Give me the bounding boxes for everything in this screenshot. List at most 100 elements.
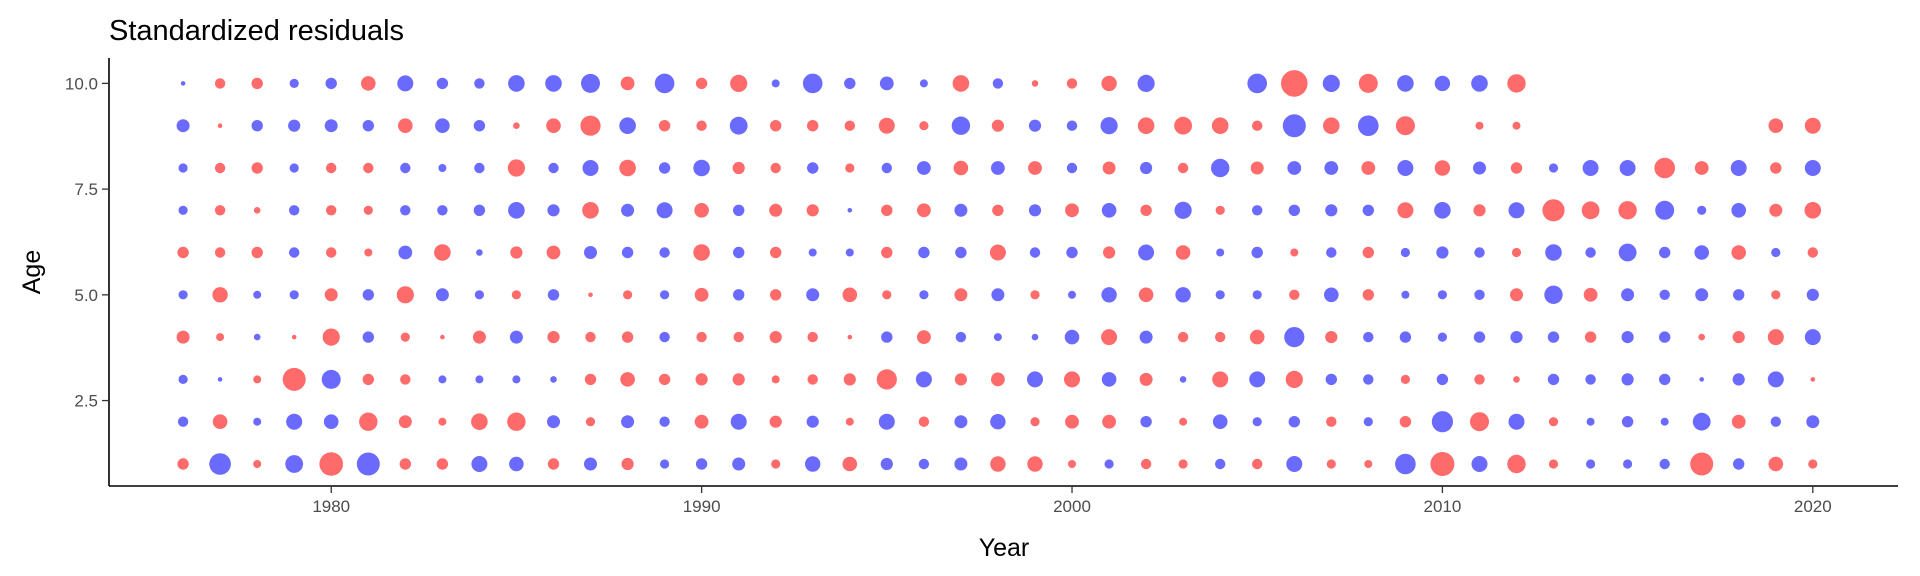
residual-bubble	[435, 288, 449, 302]
residual-bubble	[1545, 244, 1562, 261]
residual-bubble	[807, 374, 818, 385]
residual-bubble	[1326, 247, 1337, 258]
residual-bubble	[326, 247, 337, 258]
residual-bubble	[214, 162, 226, 174]
residual-bubble	[1325, 204, 1338, 217]
residual-bubble	[951, 116, 971, 135]
x-axis-ticks: 1980 1990 2000 2010 2020	[312, 486, 1832, 516]
residual-bubble	[1252, 205, 1263, 216]
residual-bubble	[1618, 243, 1637, 262]
chart-title: Standardized residuals	[109, 15, 404, 47]
residual-bubble	[398, 118, 413, 133]
residual-bubble	[1698, 333, 1705, 341]
residual-bubble	[475, 375, 484, 384]
residual-bubble	[1659, 331, 1671, 343]
residual-bubble	[954, 203, 968, 217]
residual-bubble	[1101, 287, 1117, 303]
residual-bubble	[992, 78, 1004, 89]
residual-bubble	[659, 247, 670, 258]
y-tick-label: 10.0	[65, 74, 98, 93]
residual-bubble	[1101, 203, 1117, 218]
residual-bubble	[842, 456, 858, 472]
residual-bubble	[1286, 456, 1303, 472]
residual-bubble	[1513, 376, 1520, 383]
residual-bubble	[509, 330, 523, 344]
residual-bubble	[588, 292, 593, 298]
residual-bubble	[288, 119, 301, 132]
residual-bubble	[476, 249, 483, 256]
residual-bubble	[1281, 70, 1308, 97]
residual-bubble	[955, 246, 967, 259]
residual-bubble	[918, 458, 930, 470]
residual-bubble	[585, 417, 596, 427]
residual-bubble	[1028, 204, 1042, 217]
residual-bubble	[693, 159, 710, 177]
residual-bubble	[919, 121, 929, 131]
residual-bubble	[1475, 121, 1484, 130]
residual-bubble	[1621, 373, 1634, 386]
residual-bubble	[400, 205, 411, 216]
residual-bubble	[695, 458, 708, 470]
residual-bubble	[1470, 412, 1489, 432]
residual-bubble	[696, 120, 707, 131]
residual-bubble	[1212, 371, 1229, 388]
residual-bubble	[1431, 411, 1453, 433]
residual-bubble	[508, 75, 525, 92]
residual-bubble	[1660, 417, 1669, 426]
residual-bubble	[1659, 373, 1671, 386]
residual-bubble	[1769, 203, 1783, 217]
residual-bubble	[1100, 117, 1118, 135]
residual-bubble	[658, 120, 671, 132]
residual-bubble	[400, 374, 411, 385]
residual-bubble	[1655, 200, 1675, 220]
residual-bubble	[1249, 329, 1265, 345]
residual-bubble	[1325, 331, 1338, 344]
residual-bubble	[251, 246, 263, 259]
residual-bubble	[321, 369, 341, 389]
residual-bubble	[438, 164, 447, 172]
residual-bubble	[364, 248, 373, 257]
residual-bubble	[510, 246, 523, 259]
residual-bubble	[730, 74, 748, 92]
residual-bubble	[656, 202, 673, 219]
residual-bubble	[732, 161, 745, 175]
residual-bubble	[1585, 374, 1596, 385]
residual-bubble	[807, 162, 819, 174]
residual-bubble	[1621, 288, 1635, 302]
residual-bubble	[876, 369, 897, 390]
residual-bubble	[1068, 290, 1076, 299]
residual-bubble	[362, 289, 374, 301]
residual-bubble	[1138, 244, 1155, 261]
residual-bubble	[1211, 117, 1229, 134]
residual-bubble	[621, 457, 634, 471]
residual-bubble	[1215, 205, 1225, 215]
residual-bubble	[1324, 161, 1339, 175]
residual-bubble	[1474, 289, 1485, 300]
residual-bubble	[1363, 331, 1374, 343]
residual-bubble	[1621, 331, 1634, 344]
residual-bubble	[918, 246, 930, 259]
residual-bubble	[771, 375, 780, 384]
residual-bubble	[440, 334, 445, 340]
residual-bubble	[1064, 329, 1080, 345]
residual-bubble	[1137, 74, 1155, 92]
residual-bubble	[434, 244, 451, 261]
residual-bubble	[286, 413, 303, 430]
residual-bubble	[878, 413, 895, 430]
residual-bubble	[1065, 414, 1079, 429]
residual-bubble	[881, 162, 892, 174]
residual-bubble	[730, 413, 747, 430]
y-tick-label: 2.5	[74, 392, 98, 411]
residual-bubble	[733, 246, 745, 259]
residual-bubble	[547, 289, 560, 301]
residual-bubble	[178, 290, 188, 300]
residual-bubble	[1508, 202, 1525, 219]
residual-bubble	[954, 373, 968, 386]
residual-bubble	[1400, 374, 1410, 384]
residual-bubble	[844, 120, 855, 131]
residual-bubble	[507, 412, 526, 431]
residual-bubble	[917, 330, 931, 344]
residual-bubble	[1582, 160, 1599, 176]
residual-bubble	[324, 119, 338, 133]
residual-bubble	[436, 77, 449, 90]
